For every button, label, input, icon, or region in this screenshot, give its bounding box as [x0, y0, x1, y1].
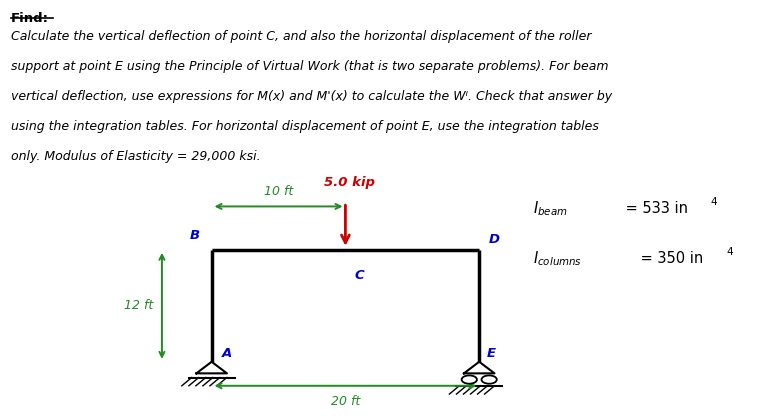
Text: 10 ft: 10 ft: [264, 185, 293, 198]
Text: only. Modulus of Elasticity = 29,000 ksi.: only. Modulus of Elasticity = 29,000 ksi…: [11, 150, 260, 163]
Text: support at point E using the Principle of Virtual Work (that is two separate pro: support at point E using the Principle o…: [11, 60, 608, 73]
Text: C: C: [355, 269, 364, 281]
Text: Find:: Find:: [11, 12, 49, 25]
Text: 5.0 kip: 5.0 kip: [324, 176, 375, 188]
Text: Calculate the vertical deflection of point C, and also the horizontal displaceme: Calculate the vertical deflection of poi…: [11, 30, 591, 43]
Circle shape: [462, 375, 477, 384]
Text: $\mathit{I}_{columns}$: $\mathit{I}_{columns}$: [532, 249, 582, 268]
Text: vertical deflection, use expressions for M(x) and M'(x) to calculate the Wᴵ. Che: vertical deflection, use expressions for…: [11, 90, 611, 103]
Text: 4: 4: [726, 247, 733, 257]
Text: 20 ft: 20 ft: [331, 395, 360, 408]
Text: D: D: [488, 233, 499, 246]
Text: 4: 4: [711, 197, 718, 207]
Text: B: B: [189, 229, 199, 241]
Text: = 533 in: = 533 in: [621, 201, 687, 216]
Text: using the integration tables. For horizontal displacement of point E, use the in: using the integration tables. For horizo…: [11, 120, 598, 133]
Text: 12 ft: 12 ft: [123, 299, 153, 312]
Text: $\mathit{I}_{beam}$: $\mathit{I}_{beam}$: [532, 199, 567, 218]
Circle shape: [481, 375, 497, 384]
Text: = 350 in: = 350 in: [636, 251, 703, 266]
Text: E: E: [487, 347, 496, 360]
Text: A: A: [222, 347, 232, 360]
